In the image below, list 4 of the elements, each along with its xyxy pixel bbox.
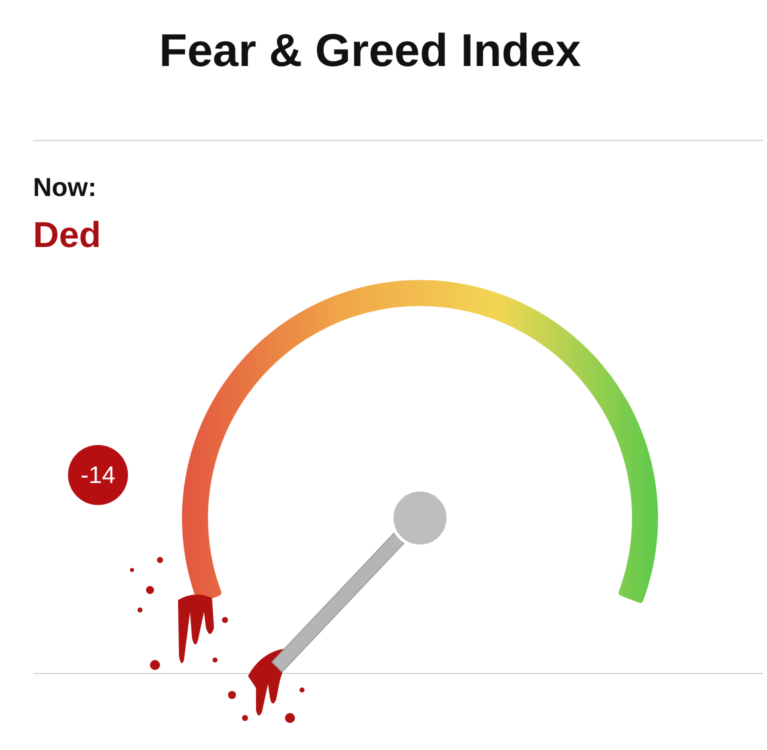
text: Ded [33, 214, 102, 255]
text: Now: [33, 172, 97, 202]
text: Fear & Greed Index [159, 24, 582, 76]
data-label: -14 [80, 462, 116, 489]
